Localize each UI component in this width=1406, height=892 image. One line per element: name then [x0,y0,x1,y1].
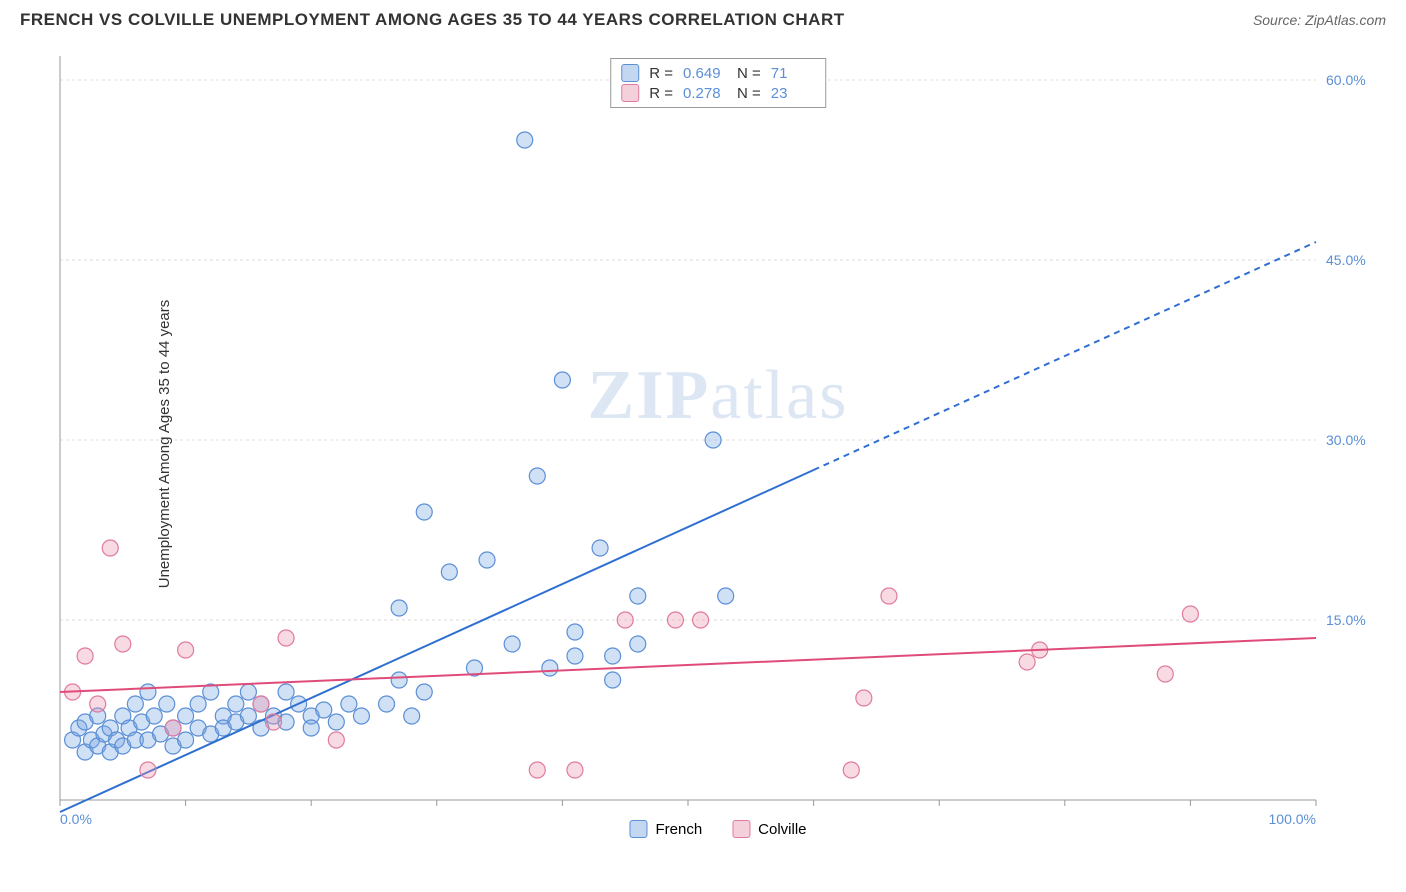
svg-text:60.0%: 60.0% [1326,72,1366,88]
series-swatch [621,84,639,102]
legend: French Colville [621,820,814,838]
legend-label: Colville [758,821,806,838]
chart-title: FRENCH VS COLVILLE UNEMPLOYMENT AMONG AG… [20,10,845,30]
plot-svg: 15.0% 30.0% 45.0% 60.0% 0.0% 100.0% [50,48,1386,840]
legend-label: French [655,821,702,838]
stats-row: R = 0.649 N = 71 [621,63,815,83]
n-label: N = [737,65,761,82]
r-label: R = [649,85,673,102]
correlation-stats-box: R = 0.649 N = 71 R = 0.278 N = 23 [610,58,826,108]
source-attribution: Source: ZipAtlas.com [1253,12,1386,28]
r-value: 0.649 [683,65,727,82]
series-swatch [621,64,639,82]
stats-row: R = 0.278 N = 23 [621,83,815,103]
svg-text:0.0%: 0.0% [60,811,92,827]
svg-text:45.0%: 45.0% [1326,252,1366,268]
legend-item: French [629,820,702,838]
legend-item: Colville [732,820,806,838]
scatter-chart: Unemployment Among Ages 35 to 44 years 1… [50,48,1386,840]
r-label: R = [649,65,673,82]
r-value: 0.278 [683,85,727,102]
svg-text:15.0%: 15.0% [1326,612,1366,628]
svg-text:100.0%: 100.0% [1269,811,1316,827]
n-value: 23 [771,85,815,102]
legend-swatch [732,820,750,838]
legend-swatch [629,820,647,838]
n-label: N = [737,85,761,102]
n-value: 71 [771,65,815,82]
svg-text:30.0%: 30.0% [1326,432,1366,448]
